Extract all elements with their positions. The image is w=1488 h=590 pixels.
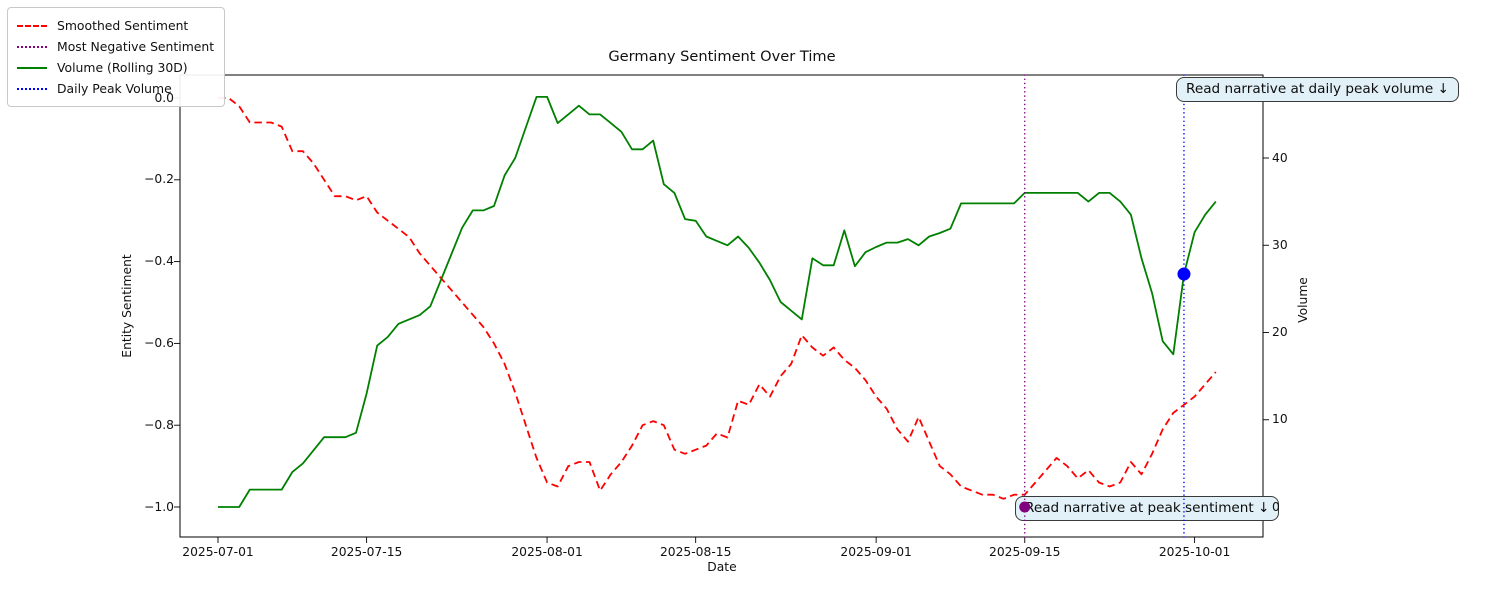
smoothed-sentiment-line-sample-icon bbox=[17, 24, 47, 27]
read-narrative-peak-sentiment-button[interactable]: Read narrative at peak sentiment ↓ bbox=[1015, 496, 1280, 521]
legend-label: Daily Peak Volume bbox=[57, 81, 172, 96]
legend-item-most-negative-sentiment: Most Negative Sentiment bbox=[17, 36, 214, 57]
legend-label: Most Negative Sentiment bbox=[57, 39, 215, 54]
plot-border bbox=[179, 74, 1264, 538]
daily-peak-volume-line-sample-icon bbox=[17, 87, 47, 90]
volume-rolling-30d-line-sample-icon bbox=[17, 66, 47, 69]
legend: Smoothed Sentiment Most Negative Sentimen… bbox=[7, 7, 226, 107]
x-axis-label-date: Date bbox=[707, 560, 737, 574]
sentiment-line bbox=[218, 97, 1217, 500]
read-narrative-daily-peak-volume-button[interactable]: Read narrative at daily peak volume ↓ bbox=[1176, 77, 1459, 102]
chart-title: Germany Sentiment Over Time bbox=[608, 48, 836, 65]
legend-label: Smoothed Sentiment bbox=[57, 18, 189, 33]
legend-item-smoothed-sentiment: Smoothed Sentiment bbox=[17, 15, 214, 36]
legend-label: Volume (Rolling 30D) bbox=[57, 60, 188, 75]
volume-line bbox=[218, 96, 1217, 508]
most-negative-sentiment-line-sample-icon bbox=[17, 45, 47, 48]
legend-item-daily-peak-volume: Daily Peak Volume bbox=[17, 78, 214, 99]
legend-item-volume-rolling-30d: Volume (Rolling 30D) bbox=[17, 57, 214, 78]
